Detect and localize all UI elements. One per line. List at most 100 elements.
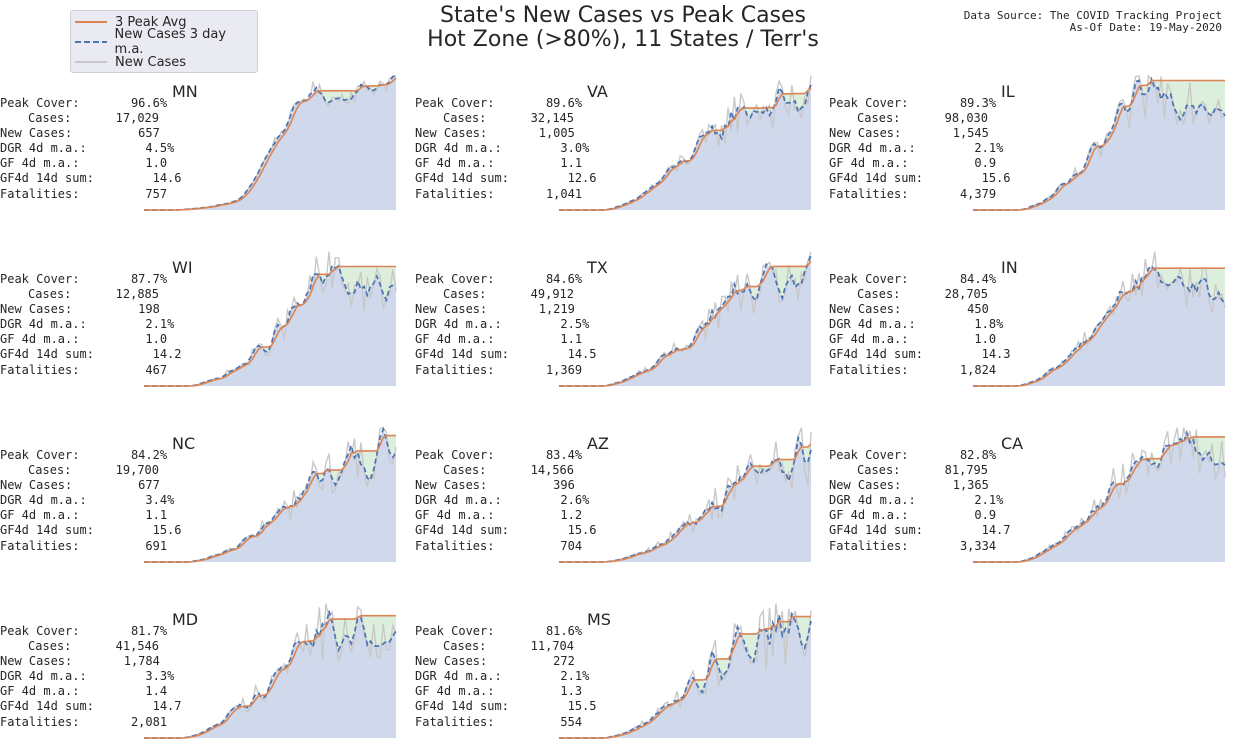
stat-value: 87.7% [130, 272, 168, 286]
stat-label: Cases: [28, 639, 72, 654]
stat-value: 11,704 [530, 639, 574, 654]
state-label: AZ [587, 434, 609, 453]
stat-row: GF 4d m.a.: 0.9 [829, 508, 996, 523]
stat-value: 677 [138, 478, 160, 493]
stat-value: 49,912 [530, 287, 574, 302]
stat-row: DGR 4d m.a.: 3.0% [415, 141, 589, 156]
state-label: MD [172, 610, 199, 629]
stat-row: Peak Cover: 81.6% [415, 624, 582, 639]
stats-block: Peak Cover: 81.6% Cases: 11,704 New Cases: 27… [415, 624, 597, 730]
stat-row: New Cases: 272 [415, 654, 575, 669]
stat-row: GF 4d m.a.: 0.9 [829, 156, 996, 171]
stat-value: 198 [138, 302, 160, 317]
area-chart-ca [973, 427, 1226, 563]
stat-row: GF4d 14d sum: 15.6 [0, 523, 182, 538]
stat-row: GF 4d m.a.: 1.0 [0, 156, 167, 171]
area-chart-ms [559, 603, 812, 739]
stat-value: 96.6% [130, 96, 168, 110]
stat-value: 3.4% [145, 493, 175, 508]
stat-value: 657 [138, 126, 160, 141]
area-chart-md [144, 603, 397, 739]
stat-label: DGR 4d m.a.: [0, 317, 87, 332]
stats-block: Peak Cover: 84.4% Cases: 28,705 New Cases: 45… [829, 272, 1011, 378]
stats-block: Peak Cover: 96.6% Cases: 17,029 New Cases: 65… [0, 96, 182, 202]
stat-label: DGR 4d m.a.: [0, 141, 87, 156]
legend-swatch-raw [75, 61, 107, 63]
stat-row: Peak Cover: 96.6% [0, 96, 167, 111]
stat-label: Cases: [857, 287, 901, 302]
cases-area-fill [144, 75, 396, 210]
area-chart-il [973, 74, 1226, 211]
stat-value: 1,369 [545, 362, 583, 377]
stat-row: New Cases: 657 [0, 126, 160, 141]
stat-label: Fatalities: [829, 362, 909, 377]
stat-label: New Cases: [0, 126, 73, 141]
stat-row: Fatalities: 691 [0, 539, 167, 554]
legend-swatch-ma [75, 41, 107, 43]
stat-row: Cases: 11,704 [415, 639, 574, 654]
stat-label: Cases: [28, 463, 72, 478]
stat-row: GF4d 14d sum: 14.5 [415, 347, 597, 362]
stat-row: Fatalities: 554 [415, 715, 582, 730]
stat-row: DGR 4d m.a.: 2.1% [415, 669, 589, 684]
stat-value: 84.2% [130, 448, 168, 462]
stats-block: Peak Cover: 83.4% Cases: 14,566 New Cases: 39… [415, 448, 597, 554]
stat-row: GF4d 14d sum: 15.6 [829, 171, 1011, 186]
stat-row: GF 4d m.a.: 1.1 [415, 332, 582, 347]
stat-row: Cases: 98,030 [829, 111, 988, 126]
stat-value: 0.9 [974, 156, 997, 171]
peak-avg-line [144, 77, 397, 211]
stat-value: 450 [967, 302, 989, 317]
stat-value: 41,546 [115, 639, 159, 654]
stat-label: Peak Cover: [829, 272, 909, 286]
stat-row: GF 4d m.a.: 1.0 [829, 332, 996, 347]
stat-row: Cases: 14,566 [415, 463, 574, 478]
stat-value: 757 [145, 186, 168, 201]
stats-block: Peak Cover: 89.6% Cases: 32,145 New Cases: 1,… [415, 96, 597, 202]
stat-row: GF 4d m.a.: 1.1 [0, 508, 167, 523]
stat-label: Peak Cover: [415, 448, 495, 462]
stat-label: DGR 4d m.a.: [0, 669, 87, 684]
stat-value: 12,885 [115, 287, 159, 302]
stat-label: DGR 4d m.a.: [0, 493, 87, 508]
stat-value: 15.6 [981, 171, 1011, 186]
stat-value: 17,029 [115, 111, 159, 126]
stat-row: Peak Cover: 89.6% [415, 96, 582, 111]
stat-row: Cases: 17,029 [0, 111, 159, 126]
stat-label: Cases: [28, 111, 72, 126]
stat-value: 1.1 [560, 156, 583, 171]
stat-value: 1,365 [952, 478, 989, 493]
stat-label: GF4d 14d sum: [0, 171, 94, 186]
stat-label: New Cases: [0, 478, 73, 493]
stat-value: 14.6 [152, 171, 182, 186]
stats-block: Peak Cover: 84.2% Cases: 19,700 New Cases: 67… [0, 448, 182, 554]
stat-value: 89.3% [959, 96, 997, 110]
legend: 3 Peak Avg New Cases 3 day m.a. New Case… [70, 10, 258, 73]
stat-value: 0.9 [974, 508, 997, 523]
cases-area-fill [144, 610, 396, 738]
stat-row: GF 4d m.a.: 1.4 [0, 684, 167, 699]
stat-value: 2.5% [560, 317, 590, 332]
legend-swatch-peak [75, 21, 107, 23]
stat-row: GF4d 14d sum: 14.2 [0, 347, 182, 362]
stat-label: DGR 4d m.a.: [415, 141, 502, 156]
data-source: Data Source: The COVID Tracking Project … [964, 10, 1222, 34]
stat-value: 14,566 [530, 463, 574, 478]
stat-value: 2.1% [974, 493, 1004, 508]
stat-label: GF 4d m.a.: [0, 508, 80, 523]
stat-label: DGR 4d m.a.: [415, 493, 502, 508]
stat-row: Fatalities: 467 [0, 363, 167, 378]
stat-row: New Cases: 198 [0, 302, 160, 317]
stat-label: New Cases: [829, 478, 902, 493]
stat-value: 32,145 [530, 111, 574, 126]
stat-row: Cases: 41,546 [0, 639, 159, 654]
stat-label: GF 4d m.a.: [415, 156, 495, 171]
stat-value: 2,081 [130, 714, 168, 729]
peak-avg-line [559, 443, 812, 563]
stat-label: Cases: [443, 463, 487, 478]
stat-label: Peak Cover: [415, 272, 495, 286]
stat-row: GF 4d m.a.: 1.2 [415, 508, 582, 523]
stat-value: 1,041 [545, 186, 583, 201]
stat-label: DGR 4d m.a.: [829, 493, 916, 508]
stat-row: Fatalities: 4,379 [829, 187, 996, 202]
